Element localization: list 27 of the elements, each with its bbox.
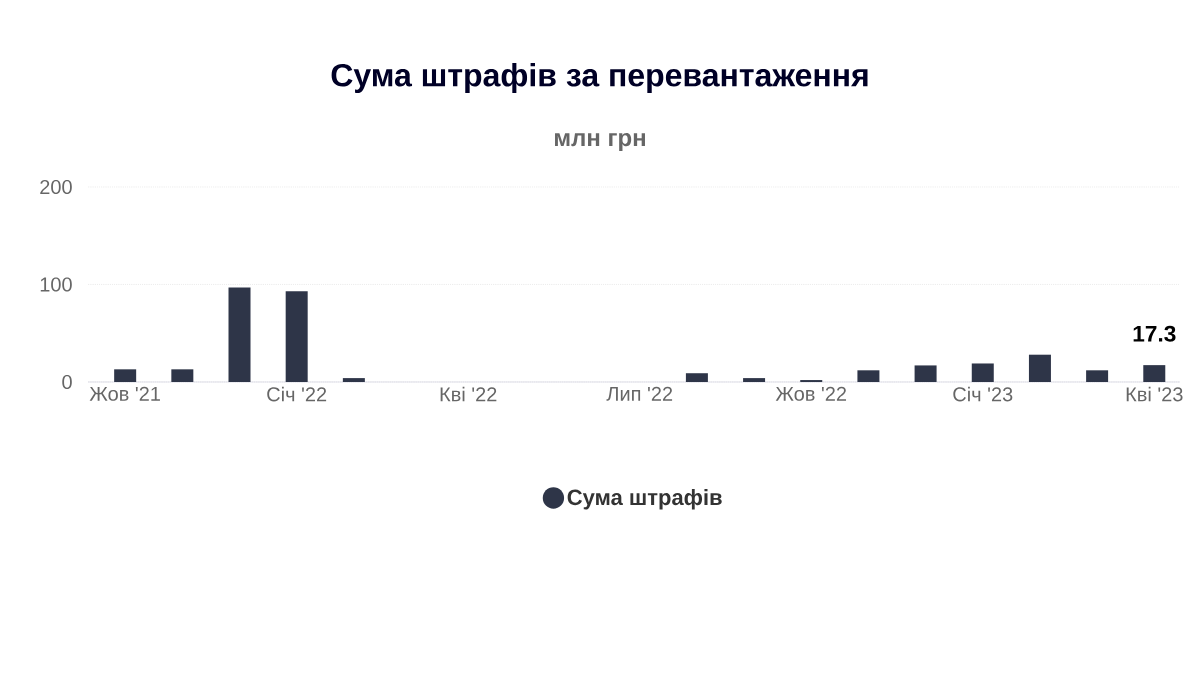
bar [685,373,708,382]
data-label: 17.3 [1133,325,1176,342]
chart-subtitle: млн грн [555,133,645,151]
bar [114,369,137,382]
x-tick-label: Жов '22 [775,386,847,401]
bar [743,378,766,382]
y-tick-label: 0 [62,374,72,390]
x-tick-label: Січ '22 [267,386,327,402]
x-tick-label: Січ '23 [953,386,1013,402]
bar [1028,354,1051,382]
bar [857,370,880,382]
chart-title: Сума штрафів за перевантаження [331,63,868,93]
bar [1086,370,1109,382]
bar [171,369,194,382]
bar [285,291,308,382]
bar [342,378,365,382]
bar [914,365,937,382]
bar [971,363,994,382]
x-tick-label: Лип '22 [606,386,673,401]
bar [1143,365,1166,382]
y-tick-label: 100 [40,277,72,292]
x-tick-label: Кві '23 [1126,386,1183,402]
x-tick-label: Жов '21 [89,386,160,401]
y-tick-label: 200 [40,179,72,195]
x-tick-label: Кві '22 [440,386,497,402]
legend-label: Сума штрафів [567,489,722,510]
bar [228,287,251,382]
